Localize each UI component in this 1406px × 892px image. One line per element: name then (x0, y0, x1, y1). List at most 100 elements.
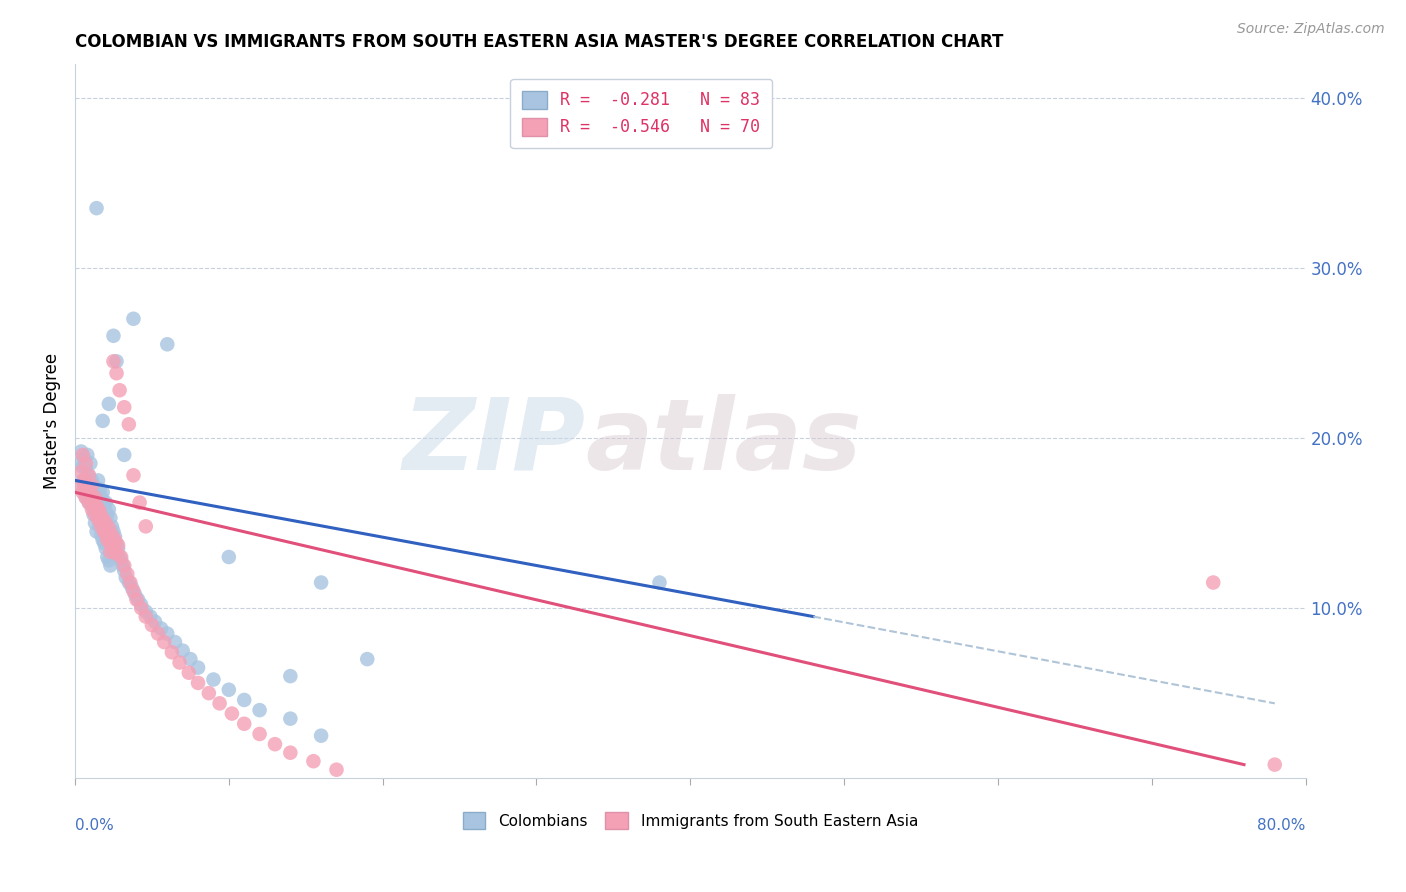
Point (118, 575, 141, 590)
Point (80, 478, 103, 492)
Point (103, 328, 125, 343)
Point (72, 448, 94, 462)
Point (72, 474, 94, 488)
Point (94, 495, 117, 509)
Point (100, 545, 122, 559)
Point (218, 549, 240, 564)
Point (82, 478, 104, 492)
Point (72, 485, 94, 500)
Point (73, 478, 96, 492)
Point (129, 598, 152, 612)
Text: 0.0%: 0.0% (75, 818, 114, 832)
Point (141, 618, 163, 632)
Point (105, 547, 128, 561)
Point (103, 354, 125, 368)
Point (118, 417, 141, 432)
Point (90, 528, 112, 542)
Point (249, 727, 271, 741)
Point (135, 519, 157, 533)
Point (325, 763, 347, 777)
Point (75, 491, 97, 505)
Point (101, 519, 124, 533)
Point (90, 491, 112, 505)
Point (96, 549, 118, 564)
Point (208, 697, 231, 711)
Point (169, 656, 191, 670)
Point (218, 682, 240, 697)
Point (128, 495, 150, 509)
Point (111, 558, 134, 573)
Point (93, 524, 115, 539)
Point (100, 511, 122, 525)
Point (91, 533, 114, 547)
Point (76, 485, 98, 500)
Point (163, 635, 186, 649)
Point (84, 485, 107, 500)
Point (122, 468, 145, 483)
Text: 80.0%: 80.0% (1257, 818, 1306, 832)
Point (122, 311, 145, 326)
Point (103, 524, 125, 539)
Text: COLOMBIAN VS IMMIGRANTS FROM SOUTH EASTERN ASIA MASTER'S DEGREE CORRELATION CHAR: COLOMBIAN VS IMMIGRANTS FROM SOUTH EASTE… (75, 33, 1004, 51)
Point (179, 652, 201, 666)
Point (233, 716, 256, 731)
Point (143, 615, 166, 629)
Point (309, 729, 332, 743)
Point (94, 541, 117, 556)
Point (70, 444, 93, 458)
Point (96, 508, 118, 522)
Legend: Colombians, Immigrants from South Eastern Asia: Colombians, Immigrants from South Easter… (457, 806, 924, 835)
Point (112, 401, 135, 415)
Point (280, 712, 302, 726)
Point (187, 660, 209, 674)
Point (150, 622, 173, 636)
Point (112, 558, 135, 573)
Point (153, 635, 176, 649)
Point (139, 609, 162, 624)
Point (124, 587, 146, 601)
Point (1264, 757, 1286, 772)
Point (84, 516, 107, 530)
Y-axis label: Master's Degree: Master's Degree (44, 353, 60, 489)
Point (79, 457, 101, 471)
Point (80, 502, 103, 516)
Point (84, 508, 107, 522)
Point (80, 499, 103, 513)
Point (112, 564, 135, 578)
Point (107, 541, 129, 556)
Point (87, 474, 110, 488)
Point (75, 457, 97, 471)
Point (135, 609, 157, 624)
Point (76, 482, 98, 496)
Point (187, 676, 209, 690)
Point (172, 643, 194, 657)
Point (112, 448, 135, 462)
Point (221, 706, 243, 721)
Point (91, 414, 114, 428)
Point (101, 528, 124, 542)
Point (121, 581, 143, 595)
Point (97, 553, 120, 567)
Point (156, 626, 179, 640)
Point (104, 533, 127, 547)
Point (156, 337, 179, 351)
Point (202, 673, 225, 687)
Point (79, 487, 101, 501)
Point (89, 504, 111, 518)
Point (69, 478, 91, 492)
Point (97, 502, 120, 516)
Point (87, 512, 110, 526)
Point (70, 465, 93, 479)
Text: Source: ZipAtlas.com: Source: ZipAtlas.com (1237, 22, 1385, 37)
Point (77, 468, 100, 483)
Point (100, 536, 122, 550)
Point (73, 474, 96, 488)
Point (107, 538, 129, 552)
Point (264, 737, 287, 751)
Point (110, 549, 132, 564)
Point (96, 533, 118, 547)
Point (69, 457, 91, 471)
Point (75, 461, 97, 475)
Point (73, 451, 96, 466)
Point (108, 383, 131, 397)
